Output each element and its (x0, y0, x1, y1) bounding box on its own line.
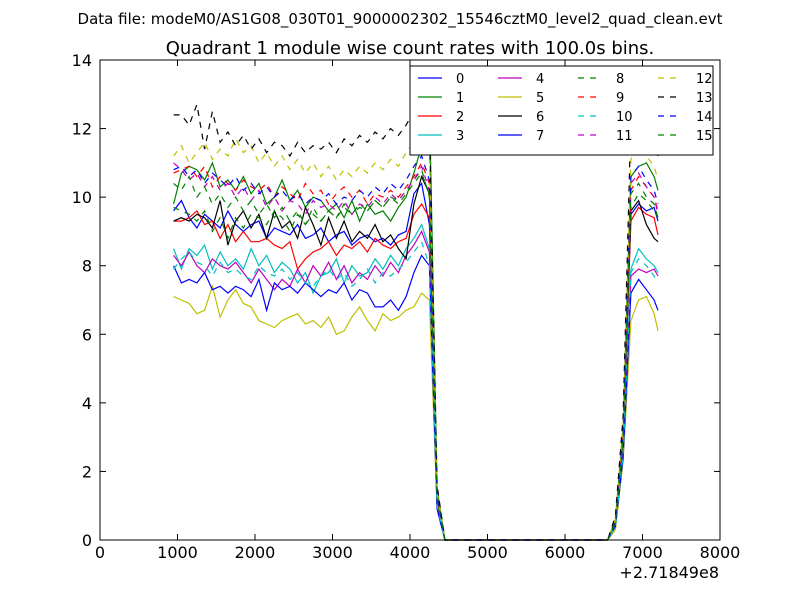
legend-label-3: 3 (456, 129, 464, 144)
y-tick-label: 10 (72, 188, 92, 207)
figure-suptitle: Data file: modeM0/AS1G08_030T01_90000023… (78, 10, 723, 29)
series-line-3 (173, 223, 659, 541)
series-line-15 (173, 171, 659, 541)
legend-label-15: 15 (696, 129, 713, 144)
x-tick-label: 4000 (390, 543, 431, 562)
legend-label-0: 0 (456, 72, 464, 87)
series-line-5 (173, 284, 659, 541)
series-line-11 (173, 162, 659, 541)
legend-label-12: 12 (696, 72, 713, 87)
series-line-14 (173, 154, 659, 541)
series-layer (173, 99, 659, 541)
legend-label-5: 5 (536, 91, 544, 106)
y-tick-label: 0 (82, 531, 92, 550)
series-line-6 (173, 174, 659, 541)
y-tick-label: 4 (82, 394, 92, 413)
series-line-9 (173, 161, 659, 541)
series-line-10 (173, 240, 659, 541)
legend-box (409, 65, 714, 156)
y-tick-label: 8 (82, 257, 92, 276)
legend-label-7: 7 (536, 129, 544, 144)
x-tick-label: 3000 (312, 543, 353, 562)
y-tick-label: 2 (82, 462, 92, 481)
y-tick-label: 6 (82, 325, 92, 344)
legend-label-2: 2 (456, 110, 464, 125)
legend-label-4: 4 (536, 72, 544, 87)
series-line-7 (173, 254, 659, 541)
x-tick-label: 8000 (700, 543, 741, 562)
x-tick-label: 2000 (235, 543, 276, 562)
legend-label-10: 10 (616, 110, 633, 125)
series-line-1 (173, 100, 659, 541)
axis-ticks: 0 1000 2000 3000 4000 5000 6000 7000 80000246810… (72, 51, 741, 562)
y-tick-label: 14 (72, 51, 92, 70)
y-tick-label: 12 (72, 120, 92, 139)
series-line-8 (173, 168, 659, 541)
series-line-0 (173, 181, 659, 541)
chart-title: Quadrant 1 module wise count rates with … (166, 38, 655, 59)
legend-label-11: 11 (616, 129, 633, 144)
x-tick-label: 5000 (467, 543, 508, 562)
legend-label-9: 9 (616, 91, 624, 106)
legend-label-6: 6 (536, 110, 544, 125)
x-axis-offset-label: +2.71849e8 (619, 563, 719, 582)
legend-label-1: 1 (456, 91, 464, 106)
x-tick-label: 0 (95, 543, 105, 562)
x-tick-label: 6000 (545, 543, 586, 562)
legend-label-14: 14 (696, 110, 713, 125)
x-tick-label: 7000 (622, 543, 663, 562)
legend-label-8: 8 (616, 72, 624, 87)
legend-label-13: 13 (696, 91, 713, 106)
series-line-13 (173, 99, 659, 541)
series-line-2 (173, 202, 659, 541)
x-tick-label: 1000 (157, 543, 198, 562)
